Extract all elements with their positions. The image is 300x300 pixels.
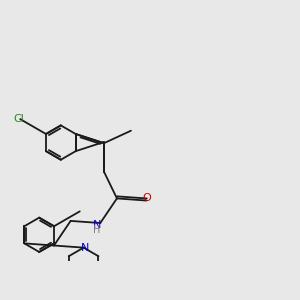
Text: O: O <box>142 194 151 203</box>
Text: N: N <box>81 243 89 253</box>
Text: H: H <box>93 226 100 236</box>
Text: N: N <box>92 220 101 230</box>
Text: Cl: Cl <box>13 114 24 124</box>
